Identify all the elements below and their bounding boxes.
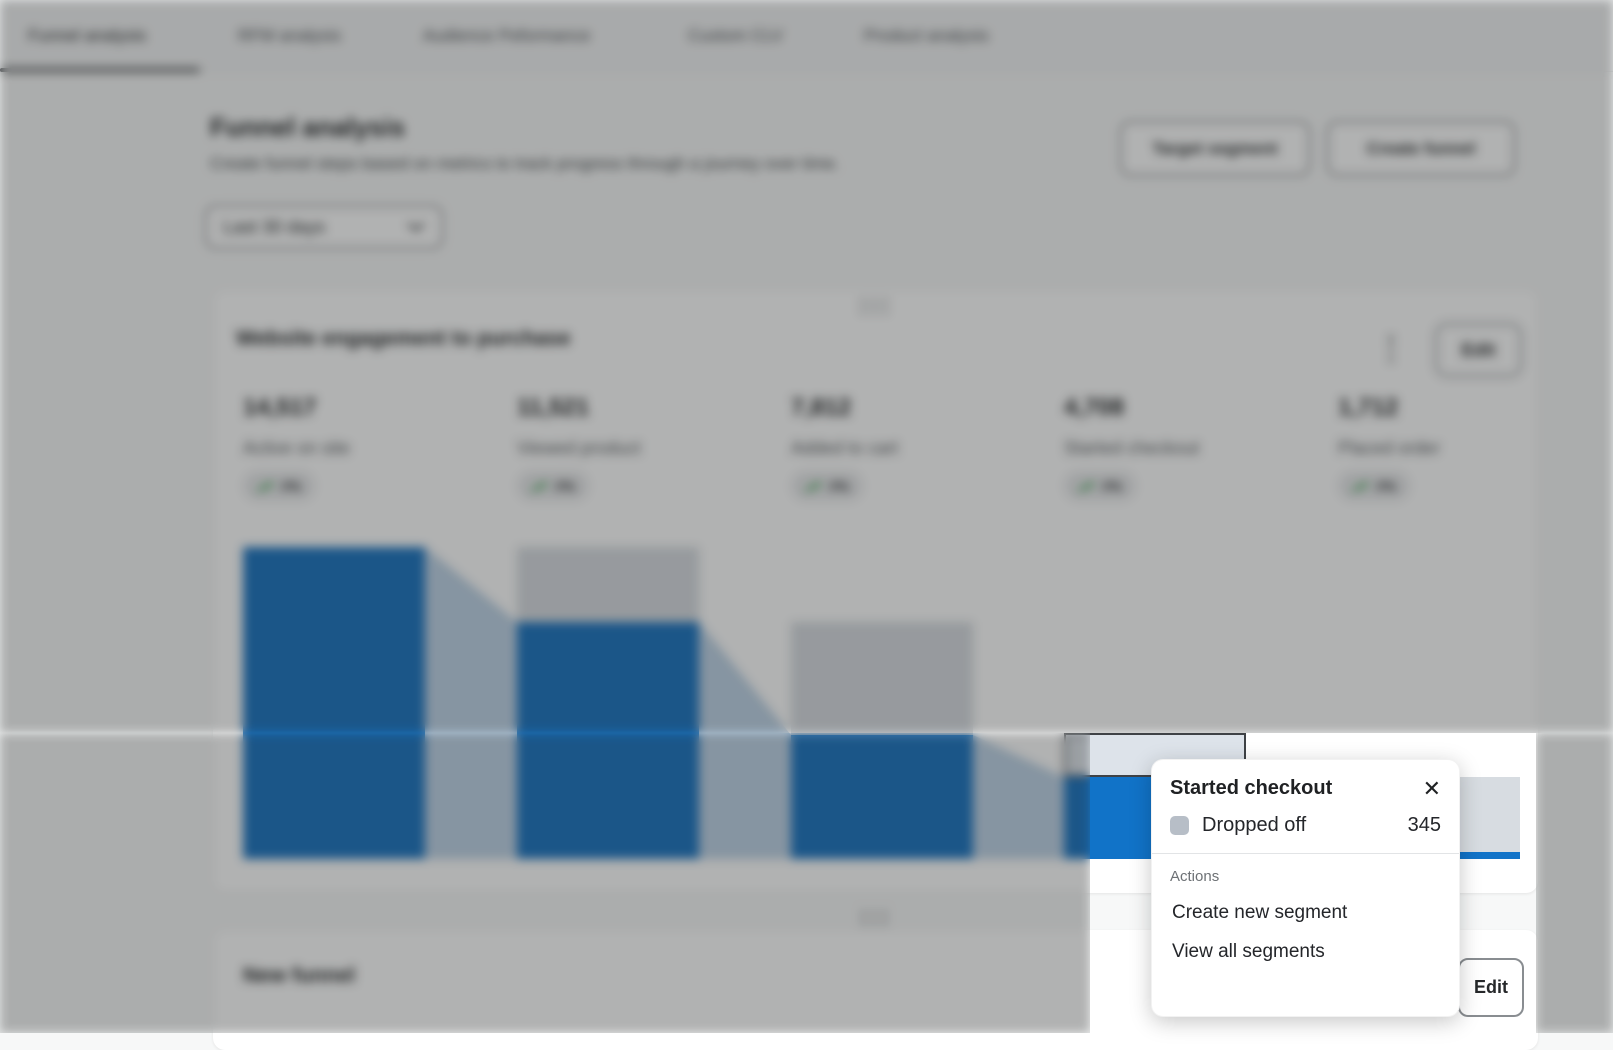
funnel-card-title: Website engagement to purchase — [236, 327, 571, 350]
blur-overlay-right — [1536, 733, 1613, 1033]
dropped-off-label: Dropped off — [1202, 814, 1307, 836]
tab-custom-clv[interactable]: Custom CLV — [688, 26, 784, 45]
change-badge: #% — [1338, 471, 1411, 501]
metric-label: Added to cart — [791, 438, 899, 458]
target-segment-button[interactable]: Target segment — [1120, 121, 1310, 176]
metric-added-to-cart: 7,812 Added to cart #% — [791, 394, 1031, 501]
change-badge: #% — [243, 471, 316, 501]
dropped-off-row: Dropped off 345 — [1152, 800, 1459, 837]
metric-value: 11,521 — [517, 394, 590, 421]
close-icon[interactable]: ✕ — [1422, 775, 1441, 801]
metric-value: 14,517 — [243, 394, 317, 421]
started-checkout-popover: Started checkout ✕ Dropped off 345 Actio… — [1151, 759, 1460, 1017]
popover-title: Started checkout — [1170, 777, 1333, 799]
menu-item-create-new-segment[interactable]: Create new segment — [1172, 902, 1348, 923]
funnel-dropped-segment[interactable] — [517, 547, 699, 622]
tab-bar: Funnel analysis RFM analysis Audience Pe… — [0, 0, 1613, 72]
tab-product-analysis[interactable]: Product analysis — [864, 26, 989, 45]
edit-new-funnel-button[interactable]: Edit — [1458, 958, 1524, 1017]
trend-up-icon — [257, 479, 274, 493]
new-funnel-card-title: New funnel — [243, 964, 356, 987]
popover-header: Started checkout ✕ — [1152, 760, 1459, 800]
metric-label: Viewed product — [517, 438, 641, 458]
menu-item-view-all-segments[interactable]: View all segments — [1172, 941, 1325, 962]
tab-audience-performance[interactable]: Audience Peformance — [423, 26, 591, 45]
tab-rfm-analysis[interactable]: RFM analysis — [238, 26, 341, 45]
drag-handle-icon[interactable] — [861, 911, 887, 927]
change-badge: #% — [1064, 471, 1137, 501]
active-tab-underline — [0, 68, 200, 72]
date-range-value: Last 30 days — [223, 216, 326, 237]
trend-up-icon — [805, 479, 822, 493]
kebab-menu-icon[interactable] — [1381, 334, 1401, 364]
change-badge: #% — [791, 471, 864, 501]
trend-up-icon — [1352, 479, 1369, 493]
create-funnel-button[interactable]: Create funnel — [1327, 121, 1515, 176]
metric-started-checkout: 4,708 Started checkout #% — [1064, 394, 1304, 501]
funnel-bar-segment[interactable] — [517, 622, 699, 859]
page-title: Funnel analysis — [210, 112, 406, 142]
metric-value: 1,712 — [1338, 394, 1399, 421]
metric-label: Placed order — [1338, 438, 1441, 458]
date-range-select[interactable]: Last 30 days — [205, 205, 443, 249]
metric-value: 4,708 — [1064, 394, 1125, 421]
popover-divider — [1152, 853, 1459, 854]
metric-active-on-site: 14,517 Active on site #% — [243, 394, 483, 501]
metric-placed-order: 1,712 Placed order #% — [1338, 394, 1578, 501]
funnel-bar-segment[interactable] — [243, 547, 425, 859]
tab-funnel-analysis[interactable]: Funnel analysis — [28, 26, 147, 45]
drag-handle-icon[interactable] — [861, 299, 887, 315]
dropped-off-value: 345 — [1407, 814, 1441, 836]
trend-up-icon — [1078, 479, 1095, 493]
page-subtitle: Create funnel steps based on metrics to … — [210, 154, 840, 173]
metric-label: Started checkout — [1064, 438, 1200, 458]
actions-section-label: Actions — [1170, 868, 1220, 885]
metric-label: Active on site — [243, 438, 351, 458]
trend-up-icon — [531, 479, 548, 493]
funnel-bar-segment[interactable] — [791, 735, 973, 859]
metric-value: 7,812 — [791, 394, 852, 421]
change-badge: #% — [517, 471, 590, 501]
chevron-down-icon — [407, 222, 425, 232]
funnel-dropped-segment[interactable] — [791, 622, 973, 735]
metric-viewed-product: 11,521 Viewed product #% — [517, 394, 757, 501]
dropped-off-swatch — [1170, 816, 1189, 835]
edit-funnel-button[interactable]: Edit — [1435, 323, 1522, 377]
